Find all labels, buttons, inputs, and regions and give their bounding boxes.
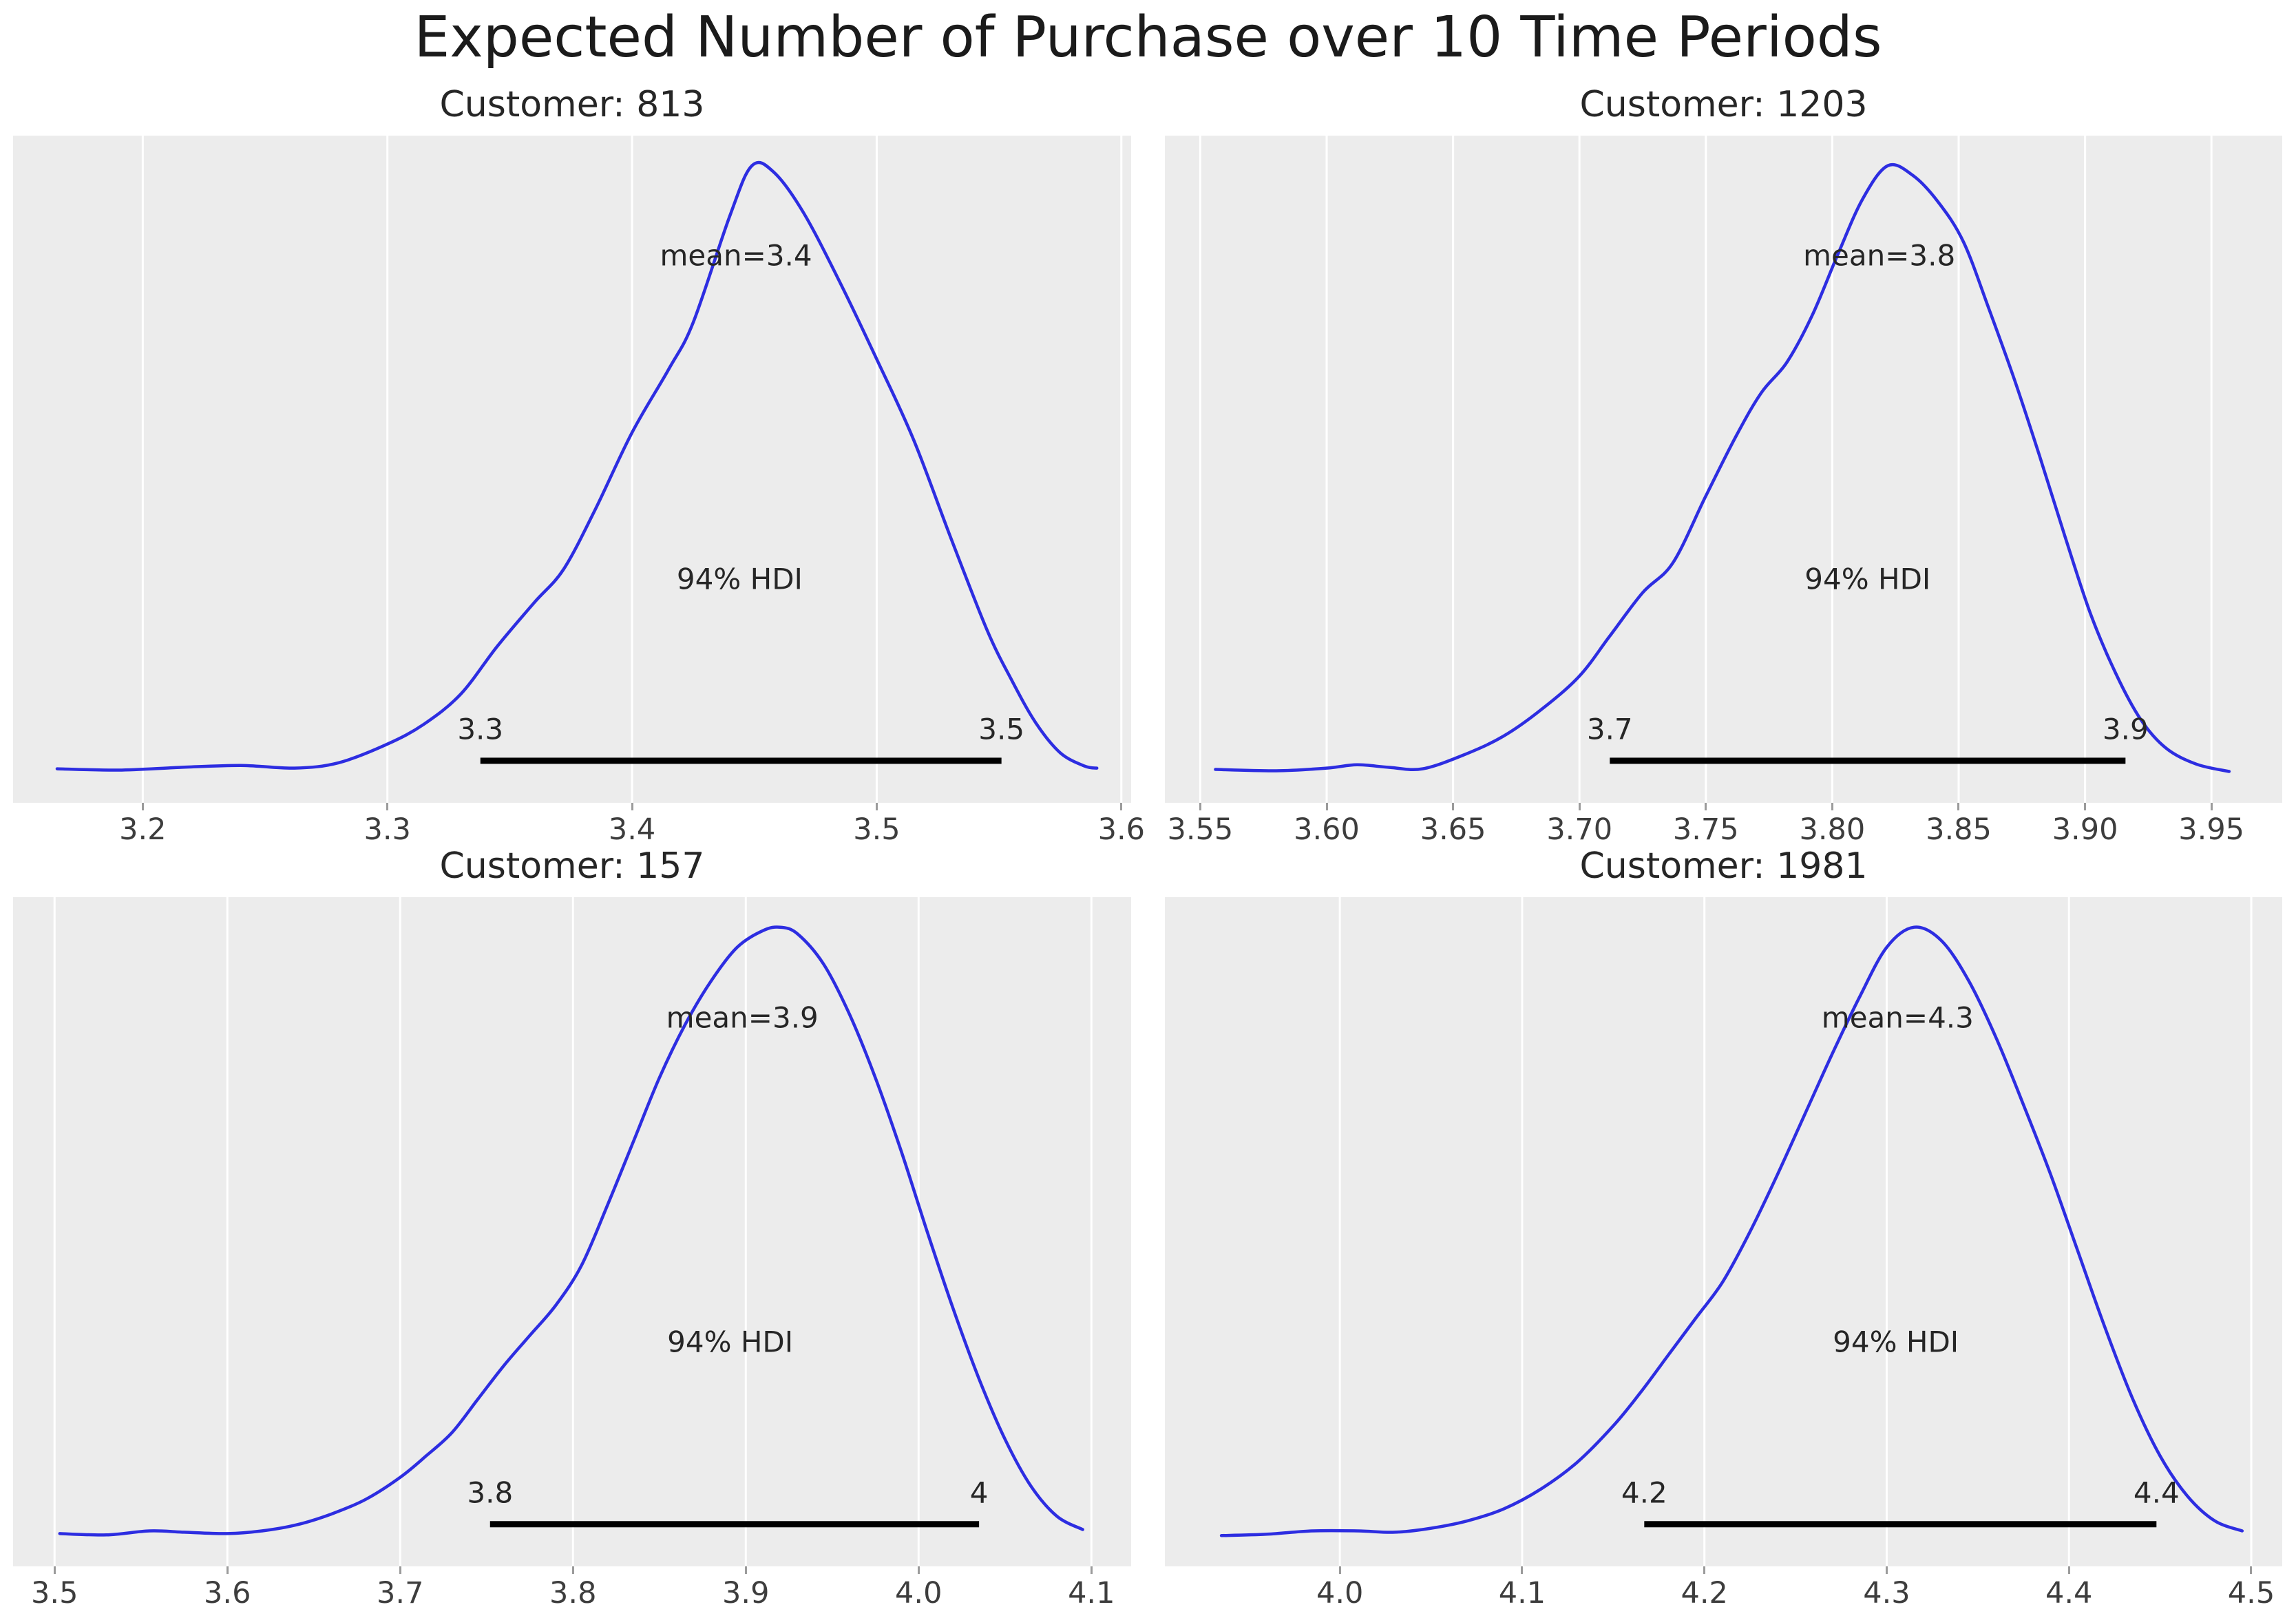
hdi-lower-label: 3.7 xyxy=(1586,712,1633,746)
x-tick-label: 3.90 xyxy=(2052,812,2118,847)
x-tick-mark xyxy=(1705,803,1707,810)
x-tick-label: 3.85 xyxy=(1926,812,1992,847)
x-axis: 3.55 3.60 3.65 3.70 3.75 3.80 3.85 3.90 3.95 xyxy=(1165,803,2282,858)
hdi-bar xyxy=(1610,757,2126,764)
x-tick-mark xyxy=(1325,803,1328,810)
x-tick-label: 3.2 xyxy=(119,812,167,847)
subplot-title: Customer: 813 xyxy=(439,84,705,125)
x-tick-mark xyxy=(744,1566,747,1574)
x-tick-label: 4.5 xyxy=(2227,1576,2275,1610)
x-tick-mark xyxy=(2250,1566,2253,1574)
plot-area: mean=3.8 94% HDI 3.7 3.9 xyxy=(1165,136,2282,803)
x-tick-label: 3.75 xyxy=(1672,812,1739,847)
x-tick-mark xyxy=(1452,803,1455,810)
mean-annotation: mean=3.9 xyxy=(666,1000,819,1035)
x-tick-label: 3.95 xyxy=(2178,812,2245,847)
x-tick-mark xyxy=(1521,1566,1524,1574)
hdi-annotation: 94% HDI xyxy=(1833,1325,1959,1359)
x-tick-label: 3.5 xyxy=(31,1576,78,1610)
hdi-upper-label: 4 xyxy=(969,1475,989,1510)
x-tick-label: 3.6 xyxy=(1097,812,1145,847)
x-tick-mark xyxy=(1338,1566,1341,1574)
hdi-bar xyxy=(1644,1521,2157,1528)
x-tick-mark xyxy=(1885,1566,1888,1574)
x-tick-mark xyxy=(1578,803,1581,810)
x-tick-label: 4.1 xyxy=(1498,1576,1546,1610)
x-tick-label: 3.80 xyxy=(1799,812,1866,847)
plot-area: mean=4.3 94% HDI 4.2 4.4 xyxy=(1165,897,2282,1566)
x-tick-mark xyxy=(2210,803,2213,810)
hdi-annotation: 94% HDI xyxy=(1804,562,1931,596)
mean-annotation: mean=3.8 xyxy=(1803,238,1956,273)
x-tick-mark xyxy=(1831,803,1833,810)
kde-curve xyxy=(1214,163,2231,773)
x-tick-mark xyxy=(141,803,144,810)
x-tick-label: 4.1 xyxy=(1068,1576,1115,1610)
x-tick-mark xyxy=(53,1566,56,1574)
x-tick-mark xyxy=(399,1566,401,1574)
x-axis: 3.5 3.6 3.7 3.8 3.9 4.0 4.1 xyxy=(13,1566,1131,1618)
plot-area: mean=3.4 94% HDI 3.3 3.5 xyxy=(13,136,1131,803)
x-tick-mark xyxy=(386,803,389,810)
x-tick-mark xyxy=(631,803,633,810)
subplot-title: Customer: 1203 xyxy=(1579,84,1868,125)
hdi-bar xyxy=(480,757,1002,764)
figure-title: Expected Number of Purchase over 10 Time… xyxy=(414,5,1882,70)
x-tick-mark xyxy=(917,1566,920,1574)
x-tick-label: 4.3 xyxy=(1863,1576,1910,1610)
kde-plot-canvas xyxy=(55,136,1123,803)
x-tick-label: 3.5 xyxy=(853,812,901,847)
mean-annotation: mean=3.4 xyxy=(660,238,812,273)
x-tick-mark xyxy=(1120,803,1123,810)
x-tick-mark xyxy=(571,1566,574,1574)
x-tick-label: 4.0 xyxy=(895,1576,942,1610)
x-tick-mark xyxy=(875,803,878,810)
x-tick-mark xyxy=(1090,1566,1093,1574)
subplot-title: Customer: 157 xyxy=(439,845,705,887)
hdi-bar xyxy=(489,1521,980,1528)
x-tick-label: 4.0 xyxy=(1316,1576,1364,1610)
mean-annotation: mean=4.3 xyxy=(1821,1000,1974,1035)
x-axis: 4.0 4.1 4.2 4.3 4.4 4.5 xyxy=(1165,1566,2282,1618)
hdi-upper-label: 3.9 xyxy=(2102,712,2149,746)
hdi-annotation: 94% HDI xyxy=(676,562,803,596)
x-tick-label: 4.2 xyxy=(1681,1576,1728,1610)
kde-plot-canvas xyxy=(1219,897,2253,1566)
x-tick-label: 3.65 xyxy=(1420,812,1486,847)
subplot-title: Customer: 1981 xyxy=(1579,845,1868,887)
plot-area: mean=3.9 94% HDI 3.8 4 xyxy=(13,897,1131,1566)
x-tick-label: 3.8 xyxy=(549,1576,597,1610)
hdi-lower-label: 3.3 xyxy=(457,712,504,746)
x-tick-mark xyxy=(1957,803,1960,810)
x-tick-mark xyxy=(1199,803,1201,810)
x-tick-mark xyxy=(1703,1566,1706,1574)
kde-plot-canvas xyxy=(1199,136,2231,803)
kde-curve xyxy=(1219,925,2244,1537)
x-axis: 3.2 3.3 3.4 3.5 3.6 xyxy=(13,803,1145,858)
x-tick-mark xyxy=(226,1566,229,1574)
x-tick-mark xyxy=(2084,803,2087,810)
hdi-upper-label: 4.4 xyxy=(2133,1475,2180,1510)
x-tick-mark xyxy=(2067,1566,2070,1574)
x-tick-label: 3.55 xyxy=(1167,812,1234,847)
hdi-lower-label: 3.8 xyxy=(467,1475,514,1510)
kde-curve xyxy=(58,925,1084,1537)
x-tick-label: 3.70 xyxy=(1546,812,1613,847)
x-tick-label: 3.9 xyxy=(722,1576,770,1610)
hdi-annotation: 94% HDI xyxy=(667,1325,794,1359)
hdi-upper-label: 3.5 xyxy=(978,712,1025,746)
kde-curve xyxy=(55,160,1099,772)
x-tick-label: 3.60 xyxy=(1294,812,1360,847)
x-tick-label: 3.6 xyxy=(204,1576,251,1610)
kde-plot-canvas xyxy=(53,897,1093,1566)
hdi-lower-label: 4.2 xyxy=(1621,1475,1667,1510)
x-tick-label: 4.4 xyxy=(2045,1576,2093,1610)
x-tick-label: 3.4 xyxy=(608,812,656,847)
x-tick-label: 3.7 xyxy=(377,1576,424,1610)
x-tick-label: 3.3 xyxy=(364,812,411,847)
